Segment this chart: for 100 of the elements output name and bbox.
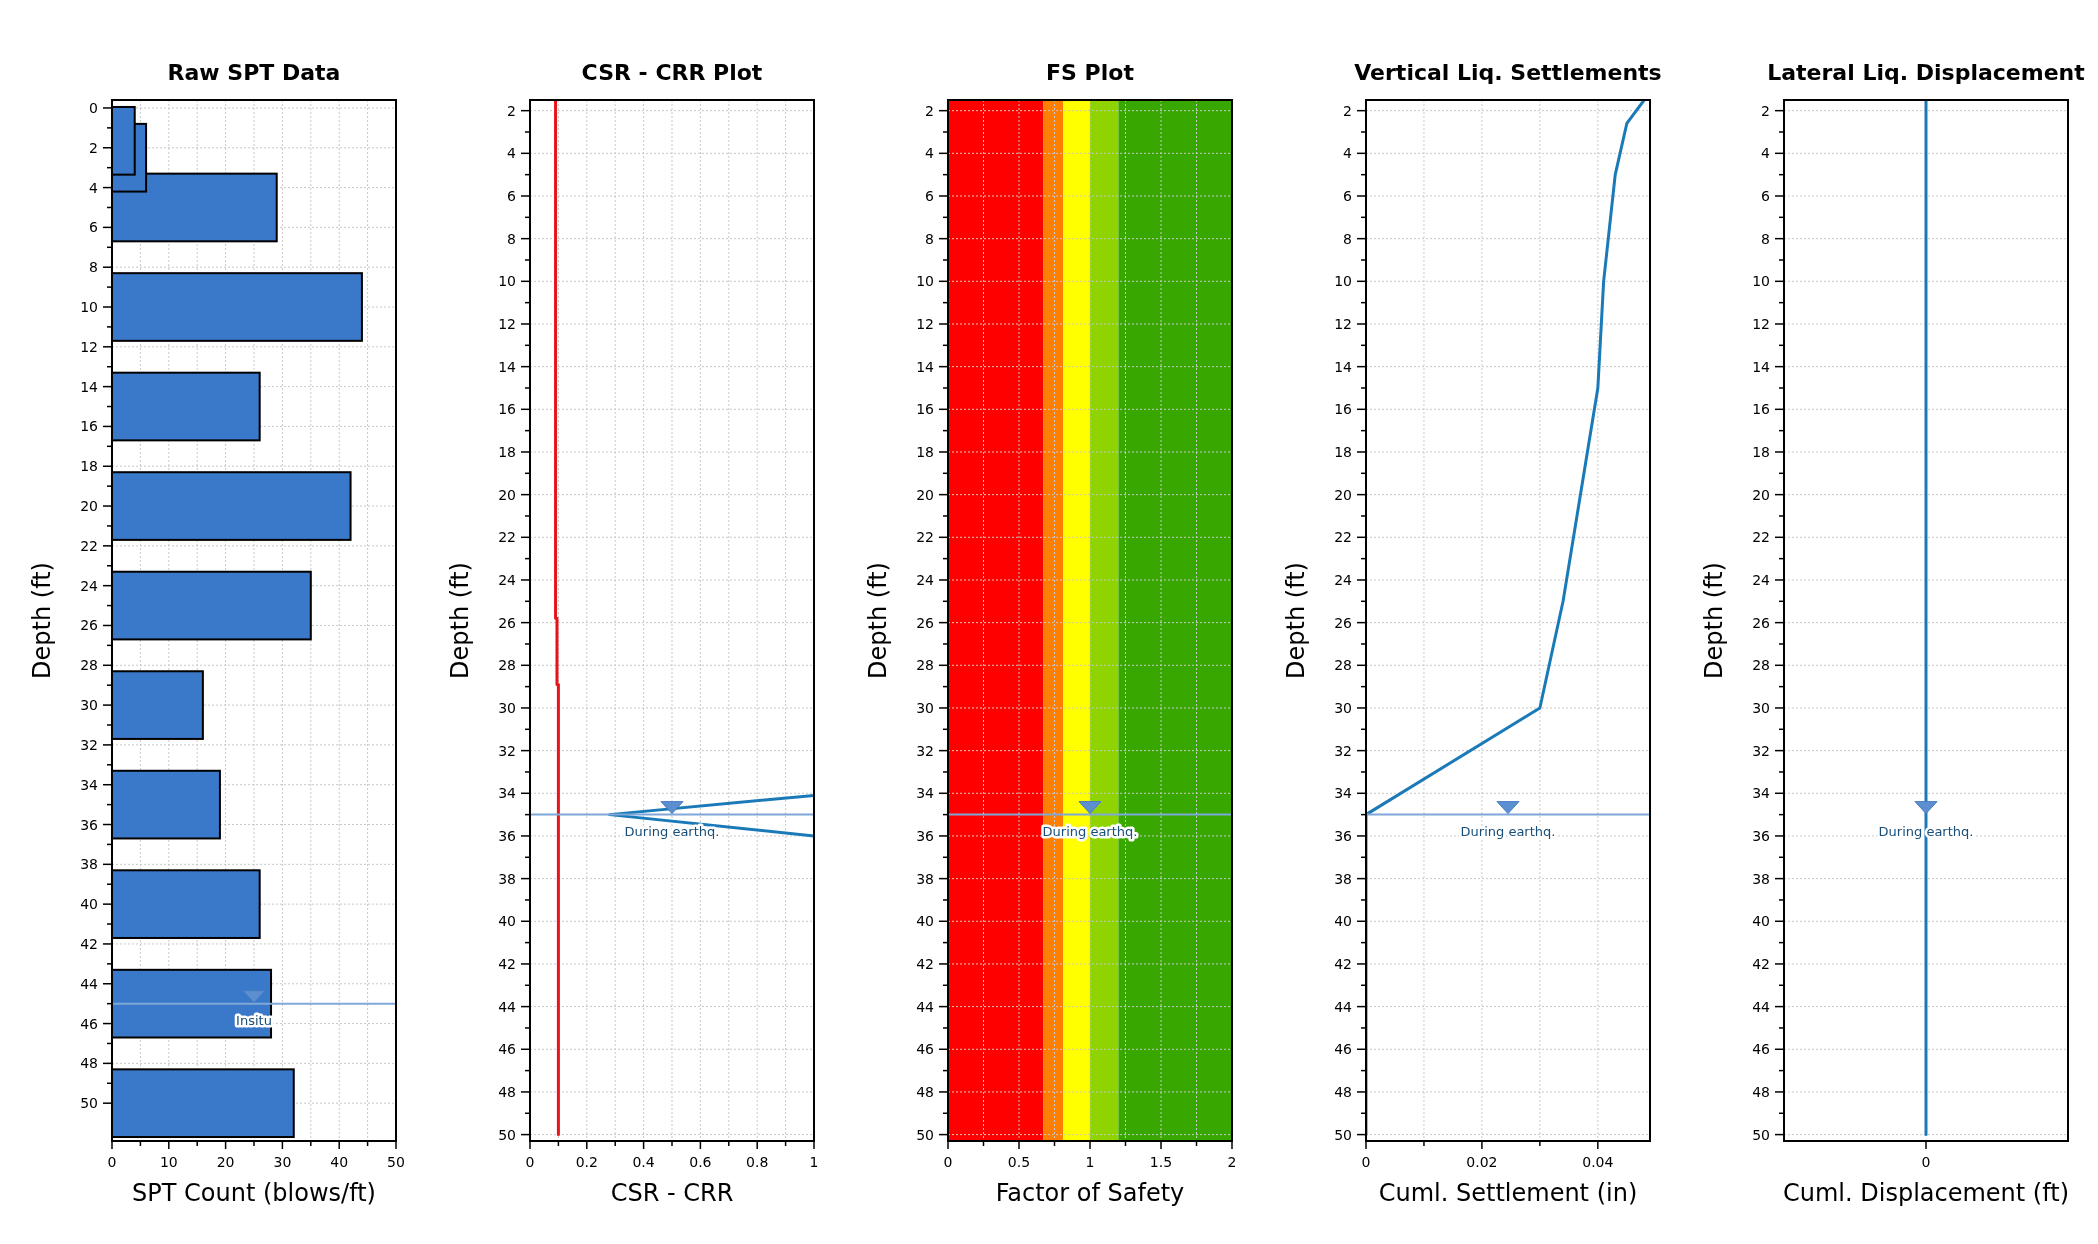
y-tick-label: 12 — [1752, 315, 1770, 332]
y-tick-label: 2 — [1343, 102, 1352, 119]
y-tick-label: 40 — [80, 896, 98, 913]
y-tick-label: 10 — [498, 273, 516, 290]
chart-title: Raw SPT Data — [167, 60, 341, 85]
ref-line-label: During earthq. — [1460, 823, 1556, 839]
y-tick-label: 18 — [1752, 443, 1770, 460]
y-tick-label: 20 — [1752, 486, 1770, 503]
y-tick-label: 10 — [80, 299, 98, 316]
y-tick-label: 6 — [89, 219, 99, 236]
y-tick-label: 2 — [1761, 102, 1770, 119]
line-series — [1366, 100, 1646, 1137]
y-tick-label: 14 — [916, 358, 935, 375]
y-tick-label: 20 — [916, 486, 934, 503]
x-axis-title: Factor of Safety — [995, 1179, 1185, 1207]
y-tick-label: 22 — [916, 529, 934, 546]
y-tick-label: 22 — [1334, 529, 1352, 546]
y-tick-label: 16 — [498, 401, 517, 418]
y-tick-label: 44 — [498, 998, 517, 1015]
y-tick-label: 8 — [925, 230, 934, 247]
y-tick-label: 28 — [1334, 657, 1352, 674]
x-tick-label: 1 — [809, 1154, 819, 1170]
x-tick-label: 0 — [1921, 1154, 1931, 1170]
y-tick-label: 44 — [80, 975, 99, 992]
y-tick-label: 16 — [80, 418, 99, 435]
y-tick-label: 16 — [1334, 401, 1353, 418]
y-tick-label: 12 — [1334, 315, 1352, 332]
y-tick-label: 8 — [507, 230, 516, 247]
y-tick-label: 28 — [1752, 657, 1770, 674]
chart-title: CSR - CRR Plot — [581, 60, 763, 85]
y-axis-title: Depth (ft) — [864, 562, 892, 679]
y-tick-label: 24 — [916, 571, 935, 588]
annotation: During earthq. — [1878, 823, 1974, 839]
x-axis-title: CSR - CRR — [610, 1179, 734, 1207]
y-tick-label: 10 — [1752, 273, 1770, 290]
y-tick-label: 34 — [80, 776, 99, 793]
y-tick-label: 44 — [916, 998, 935, 1015]
x-tick-label: 2 — [1227, 1154, 1237, 1170]
x-tick-label: 0.4 — [632, 1154, 655, 1170]
y-tick-label: 2 — [925, 102, 934, 119]
chart-title: Lateral Liq. Displacement — [1767, 60, 2086, 85]
line-series — [554, 100, 560, 1137]
y-tick-label: 50 — [1334, 1126, 1352, 1143]
y-axis-title: Depth (ft) — [446, 562, 474, 679]
y-tick-label: 6 — [925, 187, 935, 204]
y-tick-label: 32 — [1752, 742, 1770, 759]
y-tick-label: 22 — [1752, 529, 1770, 546]
y-tick-label: 6 — [1761, 187, 1771, 204]
y-tick-label: 42 — [916, 955, 934, 972]
x-axis-title: Cuml. Settlement (in) — [1378, 1179, 1638, 1207]
x-tick-label: 0.04 — [1582, 1154, 1614, 1170]
y-tick-label: 14 — [1334, 358, 1353, 375]
y-tick-label: 40 — [916, 913, 934, 930]
y-tick-label: 12 — [498, 315, 516, 332]
x-axis-title: SPT Count (blows/ft) — [132, 1179, 376, 1207]
y-tick-label: 24 — [1334, 571, 1353, 588]
y-tick-label: 18 — [80, 458, 98, 475]
y-tick-label: 40 — [1752, 913, 1770, 930]
y-tick-label: 48 — [916, 1083, 934, 1100]
y-tick-label: 16 — [1752, 401, 1771, 418]
y-tick-label: 26 — [80, 617, 99, 634]
y-tick-label: 12 — [916, 315, 934, 332]
x-tick-label: 0 — [943, 1154, 953, 1170]
y-tick-label: 26 — [1752, 614, 1771, 631]
y-tick-label: 34 — [1752, 785, 1771, 802]
x-tick-label: 10 — [159, 1154, 178, 1170]
y-tick-label: 22 — [80, 537, 98, 554]
y-tick-label: 4 — [89, 179, 99, 196]
y-tick-label: 36 — [1334, 827, 1353, 844]
y-tick-label: 30 — [498, 699, 516, 716]
y-tick-label: 30 — [1334, 699, 1352, 716]
y-tick-label: 30 — [916, 699, 934, 716]
x-tick-label: 40 — [330, 1154, 349, 1170]
y-tick-label: 42 — [1334, 955, 1352, 972]
x-tick-label: 30 — [273, 1154, 292, 1170]
y-tick-label: 38 — [498, 870, 516, 887]
x-tick-label: 0 — [1361, 1154, 1371, 1170]
y-tick-label: 28 — [498, 657, 516, 674]
y-tick-label: 18 — [916, 443, 934, 460]
y-tick-label: 32 — [916, 742, 934, 759]
x-tick-label: 1.5 — [1149, 1154, 1173, 1170]
y-tick-label: 24 — [1752, 571, 1771, 588]
y-tick-label: 4 — [1343, 145, 1353, 162]
y-tick-label: 46 — [1752, 1041, 1771, 1058]
y-tick-label: 6 — [507, 187, 517, 204]
y-tick-label: 50 — [1752, 1126, 1770, 1143]
y-tick-label: 20 — [498, 486, 516, 503]
y-tick-label: 0 — [89, 99, 98, 116]
y-tick-label: 42 — [1752, 955, 1770, 972]
y-tick-label: 4 — [1761, 145, 1771, 162]
y-tick-label: 46 — [498, 1041, 517, 1058]
y-tick-label: 10 — [1334, 273, 1352, 290]
y-tick-label: 46 — [80, 1015, 99, 1032]
x-tick-label: 0.6 — [689, 1154, 712, 1170]
y-tick-label: 34 — [916, 785, 935, 802]
y-tick-label: 26 — [498, 614, 517, 631]
y-tick-label: 44 — [1334, 998, 1353, 1015]
x-tick-label: 0 — [107, 1154, 117, 1170]
y-tick-label: 42 — [80, 935, 98, 952]
y-tick-label: 14 — [498, 358, 517, 375]
